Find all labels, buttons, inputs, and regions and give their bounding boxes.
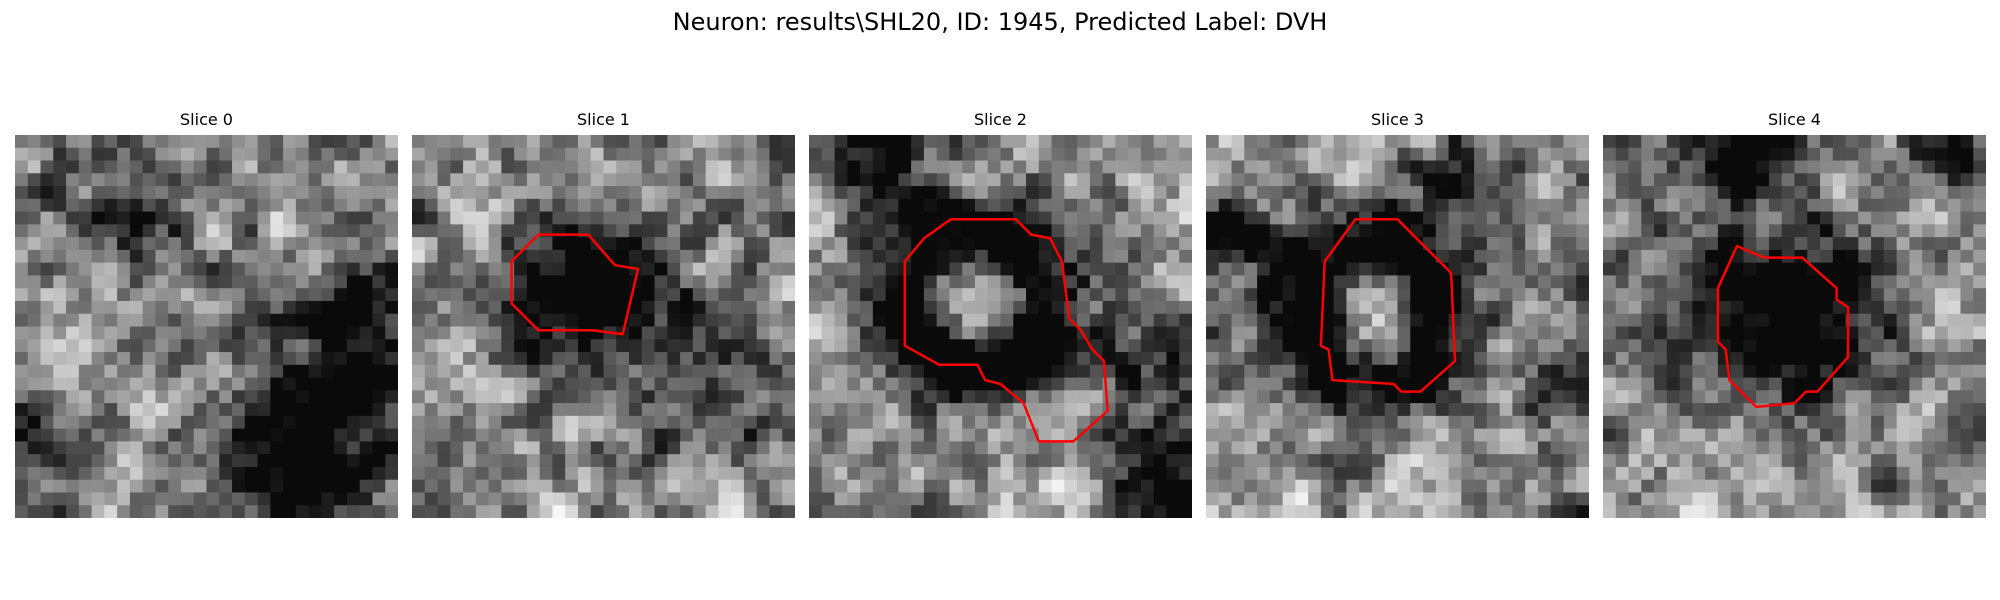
slice-title: Slice 1: [577, 110, 630, 129]
pixel-grid: [1603, 135, 1986, 518]
slice-panel-4: Slice 4: [1603, 108, 1986, 518]
slice-panel-1: Slice 1: [412, 108, 795, 518]
neuron-contour: [903, 218, 1109, 443]
slice-title: Slice 0: [180, 110, 233, 129]
slice-title: Slice 2: [974, 110, 1027, 129]
slice-panel-3: Slice 3: [1206, 108, 1589, 518]
slice-title: Slice 4: [1768, 110, 1821, 129]
neuron-contour: [510, 233, 640, 336]
pixel-grid: [15, 135, 398, 518]
slice-panel-2: Slice 2: [809, 108, 1192, 518]
pixel-grid: [1206, 135, 1589, 518]
figure-title: Neuron: results\SHL20, ID: 1945, Predict…: [672, 8, 1328, 36]
slice-panel-0: Slice 0: [15, 108, 398, 518]
slice-image-0: [15, 135, 398, 518]
slice-image-4: [1603, 135, 1986, 518]
pixel-grid: [412, 135, 795, 518]
slice-title: Slice 3: [1371, 110, 1424, 129]
slice-image-1: [412, 135, 795, 518]
slice-image-2: [809, 135, 1192, 518]
pixel-grid: [809, 135, 1192, 518]
slice-image-3: [1206, 135, 1589, 518]
neuron-contour: [1716, 244, 1850, 409]
neuron-contour: [1319, 218, 1457, 393]
